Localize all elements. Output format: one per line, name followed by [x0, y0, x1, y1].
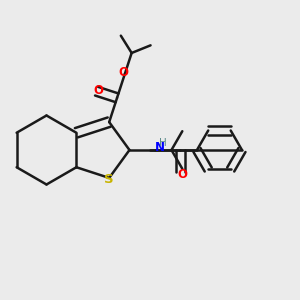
Text: N: N [155, 140, 165, 154]
Text: O: O [93, 84, 103, 97]
Text: O: O [118, 67, 128, 80]
Text: H: H [160, 138, 167, 148]
Text: O: O [177, 168, 187, 181]
Text: S: S [104, 173, 114, 186]
